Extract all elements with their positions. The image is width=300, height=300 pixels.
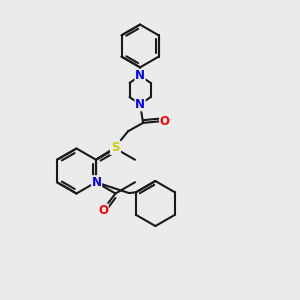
Text: N: N — [135, 69, 145, 82]
Text: S: S — [111, 141, 119, 154]
Text: N: N — [135, 98, 145, 111]
Text: O: O — [160, 115, 170, 128]
Text: N: N — [110, 141, 121, 154]
Text: N: N — [92, 176, 102, 189]
Text: O: O — [98, 204, 108, 217]
